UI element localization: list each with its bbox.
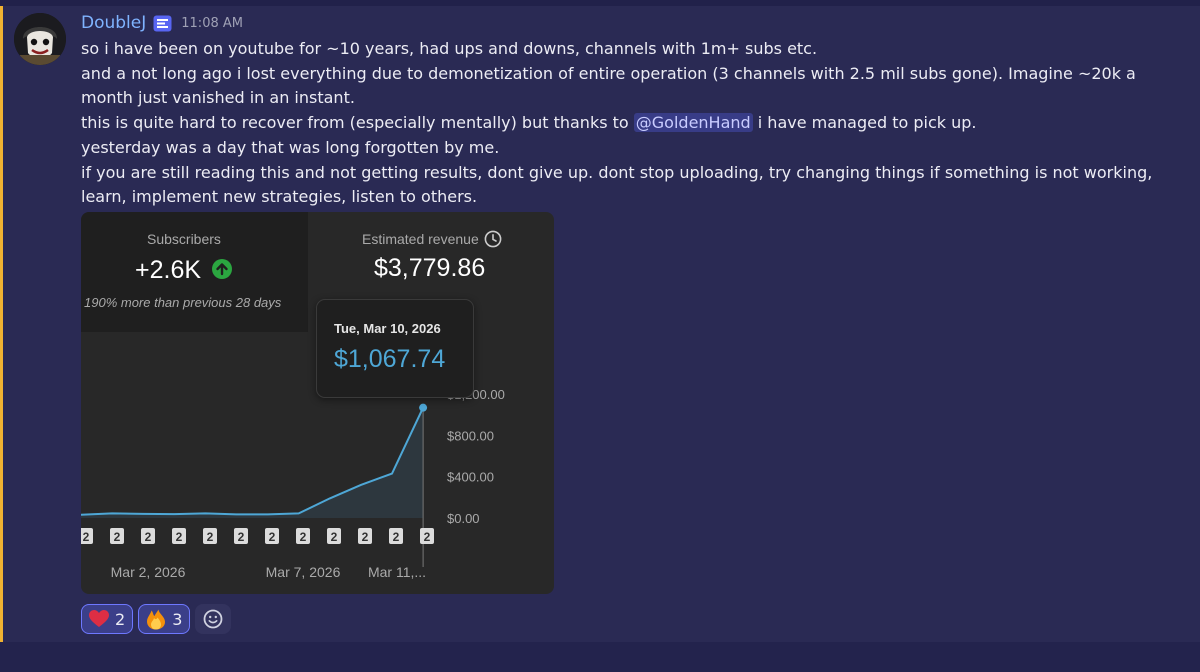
heart-icon <box>89 610 109 627</box>
message-line: this is quite hard to recover from (espe… <box>81 111 1186 136</box>
reaction-fire[interactable]: 3 <box>138 604 191 634</box>
arrow-up-icon <box>212 259 232 279</box>
username[interactable]: DoubleJ <box>81 13 147 33</box>
user-mention[interactable]: @GoldenHand <box>633 113 753 133</box>
y-tick-label: $400.00 <box>447 470 494 485</box>
video-marker-label: 2 <box>207 530 214 544</box>
top-bar <box>0 0 1200 6</box>
smiley-icon <box>203 609 223 629</box>
reaction-count: 2 <box>115 609 126 629</box>
reactions-bar: 2 3 <box>81 604 232 634</box>
tooltip-date: Tue, Mar 10, 2026 <box>334 321 441 336</box>
bottom-bar <box>0 642 1200 672</box>
video-marker <box>234 528 248 544</box>
message-line: if you are still reading this and not ge… <box>81 162 1153 207</box>
message-text: this is quite hard to recover from (espe… <box>81 113 634 133</box>
message-header: DoubleJ 11:08 AM <box>81 13 243 33</box>
clock-icon <box>484 230 502 248</box>
y-tick-label: $0.00 <box>447 511 480 526</box>
video-marker <box>265 528 279 544</box>
fire-icon <box>147 609 166 629</box>
subscribers-card <box>81 212 308 332</box>
message-text: i have managed to pick up. <box>752 113 977 133</box>
message-line: yesterday was a day that was long forgot… <box>81 137 500 157</box>
x-tick-label: Mar 2, 2026 <box>111 564 186 580</box>
subscribers-comparison: 190% more than previous 28 days <box>84 295 282 310</box>
video-marker <box>389 528 403 544</box>
message-body: so i have been on youtube for ~10 years,… <box>81 37 1186 210</box>
video-marker <box>203 528 217 544</box>
video-marker <box>296 528 310 544</box>
chart-series-line <box>81 407 425 516</box>
mention-highlight-bar <box>0 6 3 642</box>
video-marker-label: 2 <box>83 530 90 544</box>
add-reaction-button[interactable] <box>195 604 232 634</box>
reaction-count: 3 <box>172 609 183 629</box>
chart-data-point <box>419 403 428 412</box>
avatar[interactable] <box>14 13 66 65</box>
x-tick-label: Mar 7, 2026 <box>266 564 341 580</box>
video-marker-label: 2 <box>424 530 431 544</box>
revenue-label: Estimated revenue <box>362 231 479 247</box>
video-marker-label: 2 <box>331 530 338 544</box>
role-badge-icon[interactable] <box>153 15 172 32</box>
video-marker <box>110 528 124 544</box>
chart-area-fill <box>81 407 424 518</box>
video-marker <box>420 528 434 544</box>
video-marker-label: 2 <box>176 530 183 544</box>
message-timestamp[interactable]: 11:08 AM <box>181 15 243 31</box>
video-marker <box>327 528 341 544</box>
avatar-image <box>14 13 66 65</box>
x-tick-label: Mar 11,... <box>368 564 426 580</box>
y-tick-label: $800.00 <box>447 428 494 443</box>
video-marker-label: 2 <box>269 530 276 544</box>
analytics-screenshot[interactable]: Subscribers +2.6K 190% more than previou… <box>81 212 554 594</box>
message-line: and a not long ago i lost everything due… <box>81 63 1136 108</box>
video-marker <box>358 528 372 544</box>
reaction-heart[interactable]: 2 <box>81 604 134 634</box>
message-line: so i have been on youtube for ~10 years,… <box>81 39 818 58</box>
video-marker <box>81 528 93 544</box>
video-marker-label: 2 <box>393 530 400 544</box>
video-marker-label: 2 <box>145 530 152 544</box>
video-marker-label: 2 <box>114 530 121 544</box>
video-marker-label: 2 <box>362 530 369 544</box>
video-marker-label: 2 <box>238 530 245 544</box>
chart-tooltip: Tue, Mar 10, 2026 $1,067.74 <box>316 299 474 398</box>
video-marker <box>172 528 186 544</box>
revenue-chart: $0.00$400.00$800.00$1,200.002 2 2 2 2 2 2 2 2 2 2 2… <box>81 387 505 580</box>
subscribers-label: Subscribers <box>147 231 221 247</box>
video-marker-label: 2 <box>300 530 307 544</box>
tooltip-value: $1,067.74 <box>334 345 446 373</box>
subscribers-value: +2.6K <box>135 256 202 284</box>
revenue-value: $3,779.86 <box>374 254 486 282</box>
video-marker <box>141 528 155 544</box>
